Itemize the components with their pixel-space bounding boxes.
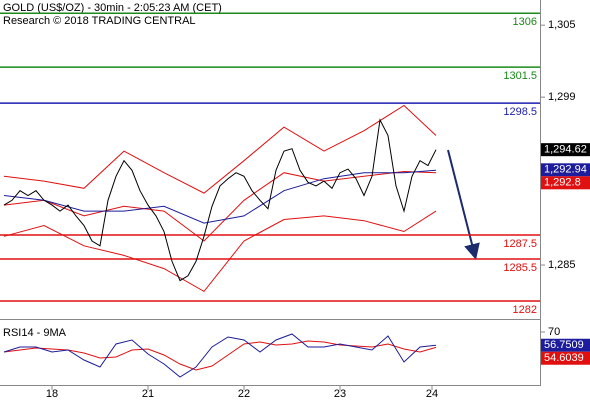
series-line bbox=[3, 210, 437, 293]
series-line bbox=[3, 340, 437, 371]
series-line bbox=[3, 170, 437, 242]
x-tick-label: 18 bbox=[46, 388, 58, 400]
last-value-box bbox=[541, 163, 590, 177]
y-tick-label: 1,299 bbox=[548, 91, 576, 103]
x-tick-label: 23 bbox=[334, 388, 346, 400]
forecast-arrow bbox=[447, 149, 480, 260]
last-value-label: 54.6039 bbox=[544, 352, 584, 364]
series-line bbox=[3, 333, 437, 378]
level-label: 1282 bbox=[513, 304, 537, 316]
level-label: 1301.5 bbox=[503, 70, 537, 82]
rsi-title: RSI14 - 9MA bbox=[3, 327, 67, 339]
series-line bbox=[3, 118, 437, 282]
x-tick-label: 22 bbox=[238, 388, 250, 400]
last-value-box bbox=[541, 351, 590, 365]
chart-subtitle: Research © 2018 TRADING CENTRAL bbox=[3, 15, 196, 27]
level-label: 1287.5 bbox=[503, 238, 537, 250]
last-value-box bbox=[541, 338, 590, 352]
x-tick-label: 24 bbox=[426, 388, 438, 400]
y-tick-label: 70 bbox=[548, 326, 560, 338]
last-value-label: 1,292.8 bbox=[544, 177, 581, 189]
level-label: 1298.5 bbox=[503, 106, 537, 118]
last-value-label: 1,294.62 bbox=[544, 144, 587, 156]
y-tick-label: 1,305 bbox=[548, 19, 576, 31]
series-line bbox=[3, 169, 437, 224]
x-tick-label: 21 bbox=[142, 388, 154, 400]
last-value-box bbox=[541, 176, 590, 190]
y-tick-label: 1,285 bbox=[548, 259, 576, 271]
chart-title: GOLD (US$/OZ) - 30min - 2:05:23 AM (CET) bbox=[3, 2, 222, 14]
level-label: 1285.5 bbox=[503, 262, 537, 274]
last-value-label: 1,292.94 bbox=[544, 164, 587, 176]
last-value-label: 56.7509 bbox=[544, 339, 584, 351]
level-label: 1306 bbox=[513, 16, 537, 28]
last-value-box bbox=[541, 143, 590, 157]
series-line bbox=[3, 104, 437, 194]
